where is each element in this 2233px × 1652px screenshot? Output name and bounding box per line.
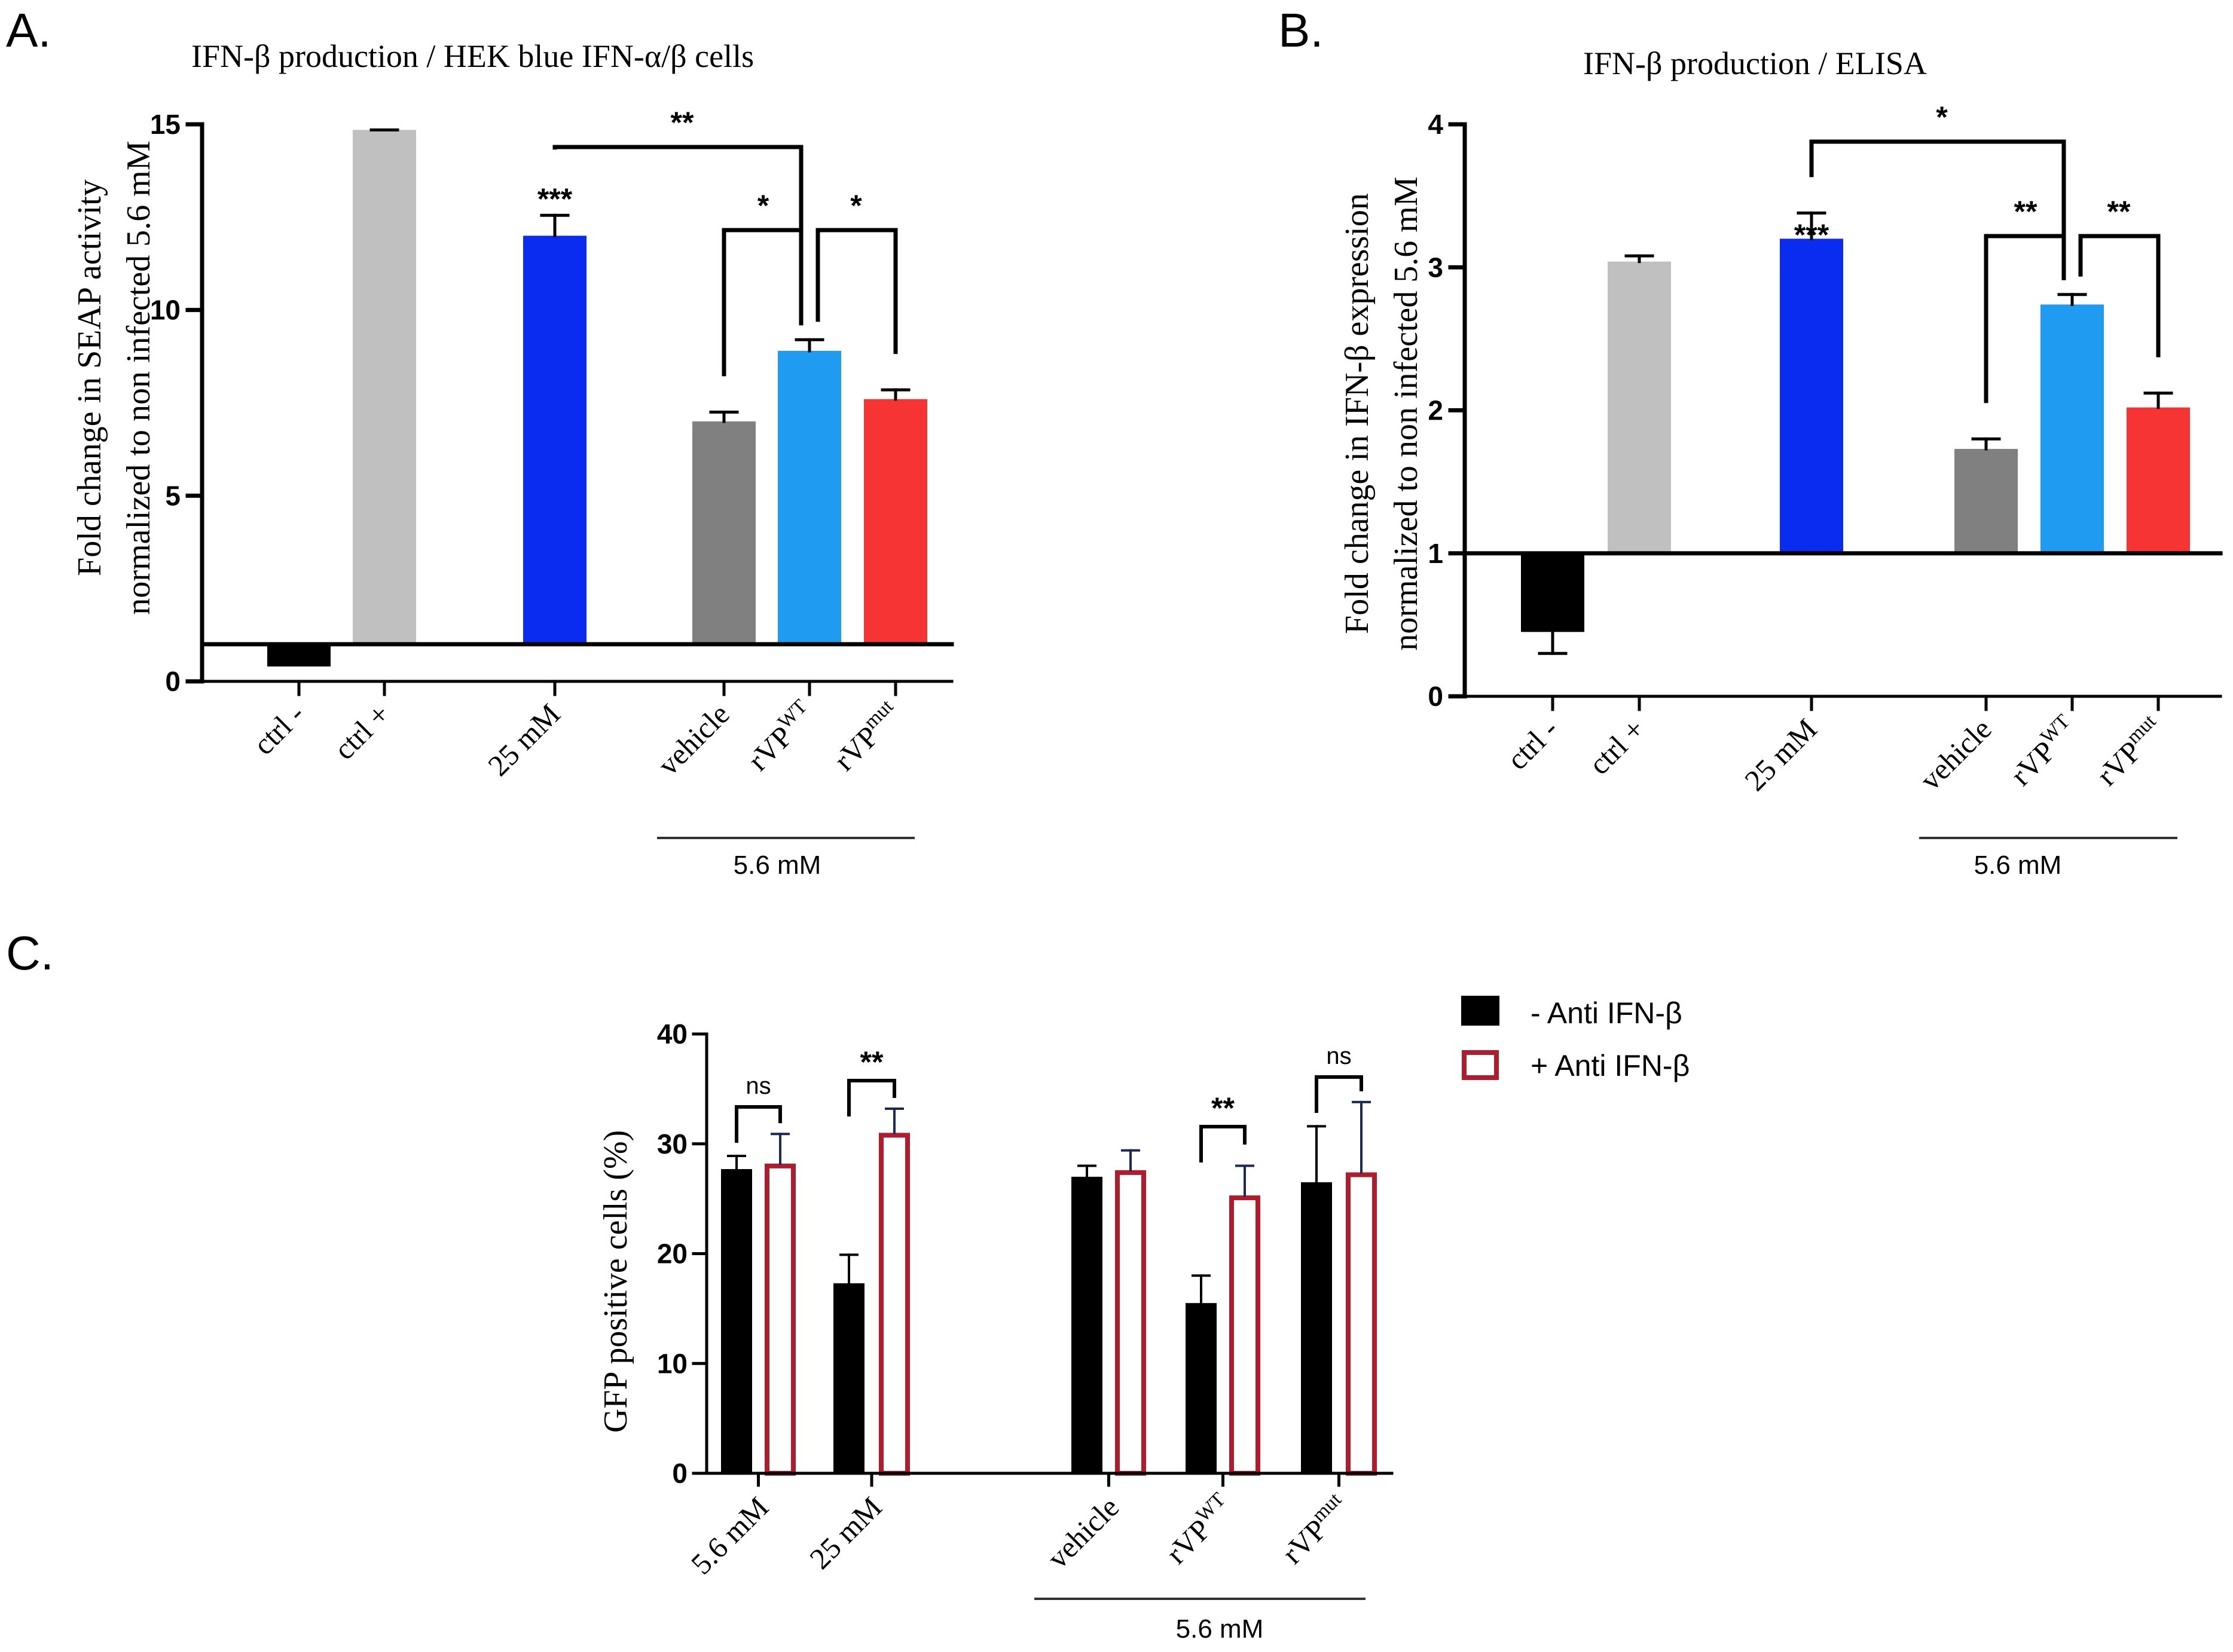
- bar-panelB-1: [1608, 261, 1671, 553]
- bar-plus-anti-0: [765, 1163, 796, 1476]
- bracket-panelA-25mm-wt: [552, 145, 804, 326]
- bar-plus-anti-2: [1115, 1170, 1146, 1476]
- ytick-label-c-4: 40: [657, 1018, 688, 1050]
- bar-panelB-2: [1780, 238, 1843, 553]
- ytick-label-c-3: 30: [657, 1128, 688, 1160]
- bracket-c-0: [735, 1105, 782, 1143]
- legend-label-minus-anti: - Anti IFN-β: [1531, 996, 1682, 1030]
- bracket-c-3: [1199, 1125, 1247, 1162]
- panel-c-group-label: 5.6 mM: [1176, 1614, 1264, 1644]
- xlabel-panelA-4: rVPWT: [740, 695, 821, 777]
- sig-panelB-25mm-wt: *: [1936, 100, 1948, 134]
- xlabel-c-2: vehicle: [1041, 1490, 1126, 1575]
- legend-swatch-minus-anti: [1461, 996, 1499, 1026]
- bar-panelB-3: [1954, 449, 2018, 553]
- panel-b-ylabel-line2: normalized to non infected 5.6 mM: [1388, 176, 1425, 650]
- bar-panelA-4: [778, 351, 841, 644]
- bracket-panelA-wt-mut: [815, 228, 898, 354]
- bar-plus-anti-1: [879, 1133, 910, 1476]
- ytick-label-panelA-0: 0: [165, 666, 181, 697]
- bar-minus-anti-0: [721, 1169, 752, 1473]
- ytick-label-panelA-2: 10: [150, 295, 181, 326]
- panel-letter-c: C.: [6, 926, 54, 980]
- panel-a-title: IFN-β production / HEK blue IFN-α/β cell…: [191, 38, 754, 74]
- ytick-label-panelA-3: 15: [150, 109, 181, 140]
- panel-b-group-label: 5.6 mM: [1974, 851, 2062, 880]
- ytick-label-panelB-3: 3: [1428, 252, 1443, 283]
- sig-c-0: ns: [746, 1073, 771, 1099]
- xlabel-panelB-1: ctrl +: [1582, 712, 1651, 781]
- sig-panelB-veh-wt: **: [2014, 195, 2038, 228]
- bracket-panelB-veh-wt: [1984, 234, 2066, 403]
- bar-panelB-5: [2127, 407, 2190, 553]
- xlabel-panelB-4: rVPWT: [2002, 710, 2084, 792]
- panel-b-chart: IFN-β production / ELISA Fold change in …: [1339, 45, 2223, 880]
- bar-panelA-1: [353, 130, 416, 644]
- sig-panelB-25mm: ***: [1794, 218, 1829, 252]
- sig-panelA-25mm-wt: **: [671, 106, 694, 139]
- bar-panelB-4: [2040, 304, 2104, 553]
- xlabel-panelB-2: 25 mM: [1738, 712, 1823, 797]
- bar-minus-anti-2: [1071, 1176, 1102, 1473]
- bracket-panelB-wt-mut: [2078, 234, 2161, 357]
- xlabel-panelA-0: ctrl -: [246, 697, 310, 761]
- panel-b-title: IFN-β production / ELISA: [1583, 45, 1927, 81]
- xlabel-panelB-5: rVPmut: [2088, 710, 2170, 792]
- ytick-label-c-1: 10: [657, 1348, 688, 1379]
- xlabel-panelA-5: rVPmut: [826, 695, 908, 777]
- xlabel-c-1: 25 mM: [803, 1490, 888, 1575]
- ytick-label-panelB-4: 4: [1428, 109, 1443, 140]
- bracket-panelA-veh-wt: [722, 228, 804, 377]
- bracket-panelB-25mm-wt: [1809, 139, 2066, 280]
- panel-letter-a: A.: [6, 4, 51, 57]
- bar-panelA-2: [523, 235, 586, 644]
- bar-panelA-0: [267, 644, 331, 667]
- ytick-label-panelB-0: 0: [1428, 681, 1443, 712]
- sig-c-3: **: [1211, 1091, 1235, 1125]
- bracket-c-1: [847, 1079, 896, 1116]
- xlabel-c-4: rVPmut: [1273, 1488, 1355, 1570]
- panel-letter-b: B.: [1278, 4, 1324, 57]
- xlabel-c-0: 5.6 mM: [685, 1490, 775, 1581]
- sig-c-1: **: [860, 1045, 884, 1079]
- ytick-label-panelB-2: 2: [1428, 395, 1443, 426]
- bar-panelB-0: [1521, 553, 1584, 632]
- xlabel-panelA-2: 25 mM: [481, 697, 567, 782]
- ytick-label-c-2: 20: [657, 1238, 688, 1269]
- legend-label-plus-anti: + Anti IFN-β: [1531, 1049, 1690, 1082]
- xlabel-panelB-0: ctrl -: [1500, 712, 1564, 776]
- xlabel-c-3: rVPWT: [1157, 1488, 1239, 1570]
- ytick-label-c-0: 0: [672, 1458, 688, 1489]
- sig-c-4: ns: [1326, 1043, 1351, 1069]
- bar-plus-anti-3: [1229, 1195, 1260, 1476]
- panel-c-ylabel: GFP positive cells (%): [597, 1130, 634, 1433]
- panel-c-chart: GFP positive cells (%) 5.6 mM - Anti IFN…: [597, 996, 1690, 1644]
- bracket-c-4: [1315, 1075, 1363, 1113]
- panel-a-ylabel-line2: normalized to non infected 5.6 mM: [120, 140, 157, 614]
- bar-minus-anti-3: [1186, 1303, 1217, 1473]
- bar-minus-anti-1: [833, 1283, 865, 1473]
- xlabel-panelA-1: ctrl +: [327, 697, 396, 766]
- panel-a-ylabel-line1: Fold change in SEAP activity: [71, 179, 108, 576]
- legend-swatch-plus-anti: [1462, 1050, 1499, 1080]
- xlabel-panelB-3: vehicle: [1913, 712, 1998, 797]
- bar-panelA-5: [864, 399, 927, 644]
- bar-panelA-3: [692, 421, 756, 644]
- ytick-label-panelA-1: 5: [165, 480, 181, 511]
- sig-panelA-25mm: ***: [537, 182, 573, 216]
- sig-panelB-wt-mut: **: [2107, 195, 2131, 228]
- ytick-label-panelB-1: 1: [1428, 538, 1443, 569]
- panel-b-ylabel-line1: Fold change in IFN-β expression: [1339, 193, 1376, 634]
- sig-panelA-veh-wt: *: [757, 189, 769, 222]
- panel-a-chart: IFN-β production / HEK blue IFN-α/β cell…: [71, 38, 954, 880]
- sig-panelA-wt-mut: *: [850, 189, 862, 222]
- xlabel-panelA-3: vehicle: [651, 697, 736, 782]
- panel-a-group-label: 5.6 mM: [734, 851, 821, 880]
- bar-minus-anti-4: [1301, 1182, 1332, 1473]
- bar-plus-anti-4: [1346, 1172, 1377, 1476]
